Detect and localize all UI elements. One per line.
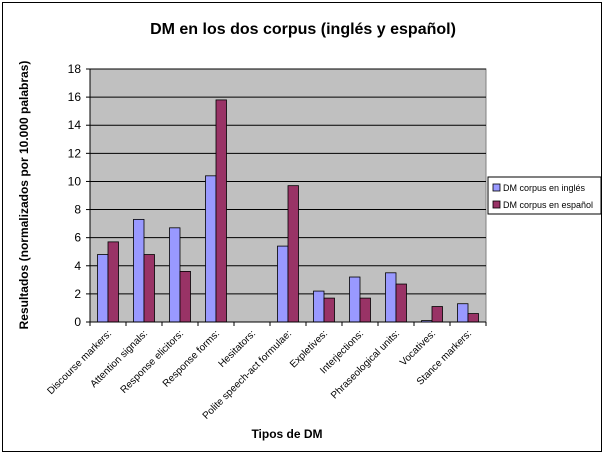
bar-ingles	[97, 254, 109, 323]
y-tick-label: 4	[74, 259, 81, 273]
bar-espanol	[215, 99, 227, 323]
legend-swatch	[492, 183, 501, 192]
bar-ingles	[349, 276, 361, 323]
y-tick-label: 18	[68, 62, 82, 76]
legend: DM corpus en inglés DM corpus en español	[487, 176, 602, 215]
bar-chart: DM en los dos corpus (inglés y español) …	[17, 21, 602, 441]
bar-ingles	[205, 175, 217, 323]
bar-espanol	[143, 254, 155, 323]
y-tick-label: 14	[68, 118, 82, 132]
bar-espanol	[467, 313, 479, 323]
bar-ingles	[133, 218, 145, 323]
bar-espanol	[431, 306, 443, 323]
bar-espanol	[107, 241, 119, 323]
x-category-label: Discourse markers:	[45, 328, 114, 397]
y-tick-label: 2	[74, 287, 81, 301]
y-tick-label: 6	[74, 231, 81, 245]
y-tick-label: 0	[74, 315, 81, 329]
bar-ingles	[277, 245, 289, 323]
bar-ingles	[385, 272, 397, 323]
bar-espanol	[323, 297, 335, 323]
legend-label: DM corpus en inglés	[503, 183, 586, 193]
bar-ingles	[457, 303, 469, 323]
bar-ingles	[313, 290, 325, 323]
x-category-label: Response elicitors:	[119, 328, 187, 396]
bar-espanol	[395, 283, 407, 323]
bar-espanol	[287, 185, 299, 323]
y-tick-label: 8	[74, 203, 81, 217]
y-tick-label: 12	[68, 146, 82, 160]
bar-espanol	[359, 297, 371, 323]
x-axis-title: Tipos de DM	[251, 427, 322, 441]
bar-ingles	[169, 227, 181, 323]
legend-label: DM corpus en español	[503, 200, 593, 210]
legend-swatch	[492, 200, 501, 209]
y-tick-label: 10	[68, 174, 82, 188]
x-category-label: Phraseological units:	[329, 328, 402, 401]
y-tick-label: 16	[68, 90, 82, 104]
bar-espanol	[179, 270, 191, 323]
legend-box	[487, 176, 602, 215]
chart-frame: DM en los dos corpus (inglés y español) …	[2, 2, 602, 452]
y-axis-title: Resultados (normalizados por 10.000 pala…	[17, 61, 31, 330]
chart-title: DM en los dos corpus (inglés y español)	[150, 21, 456, 38]
